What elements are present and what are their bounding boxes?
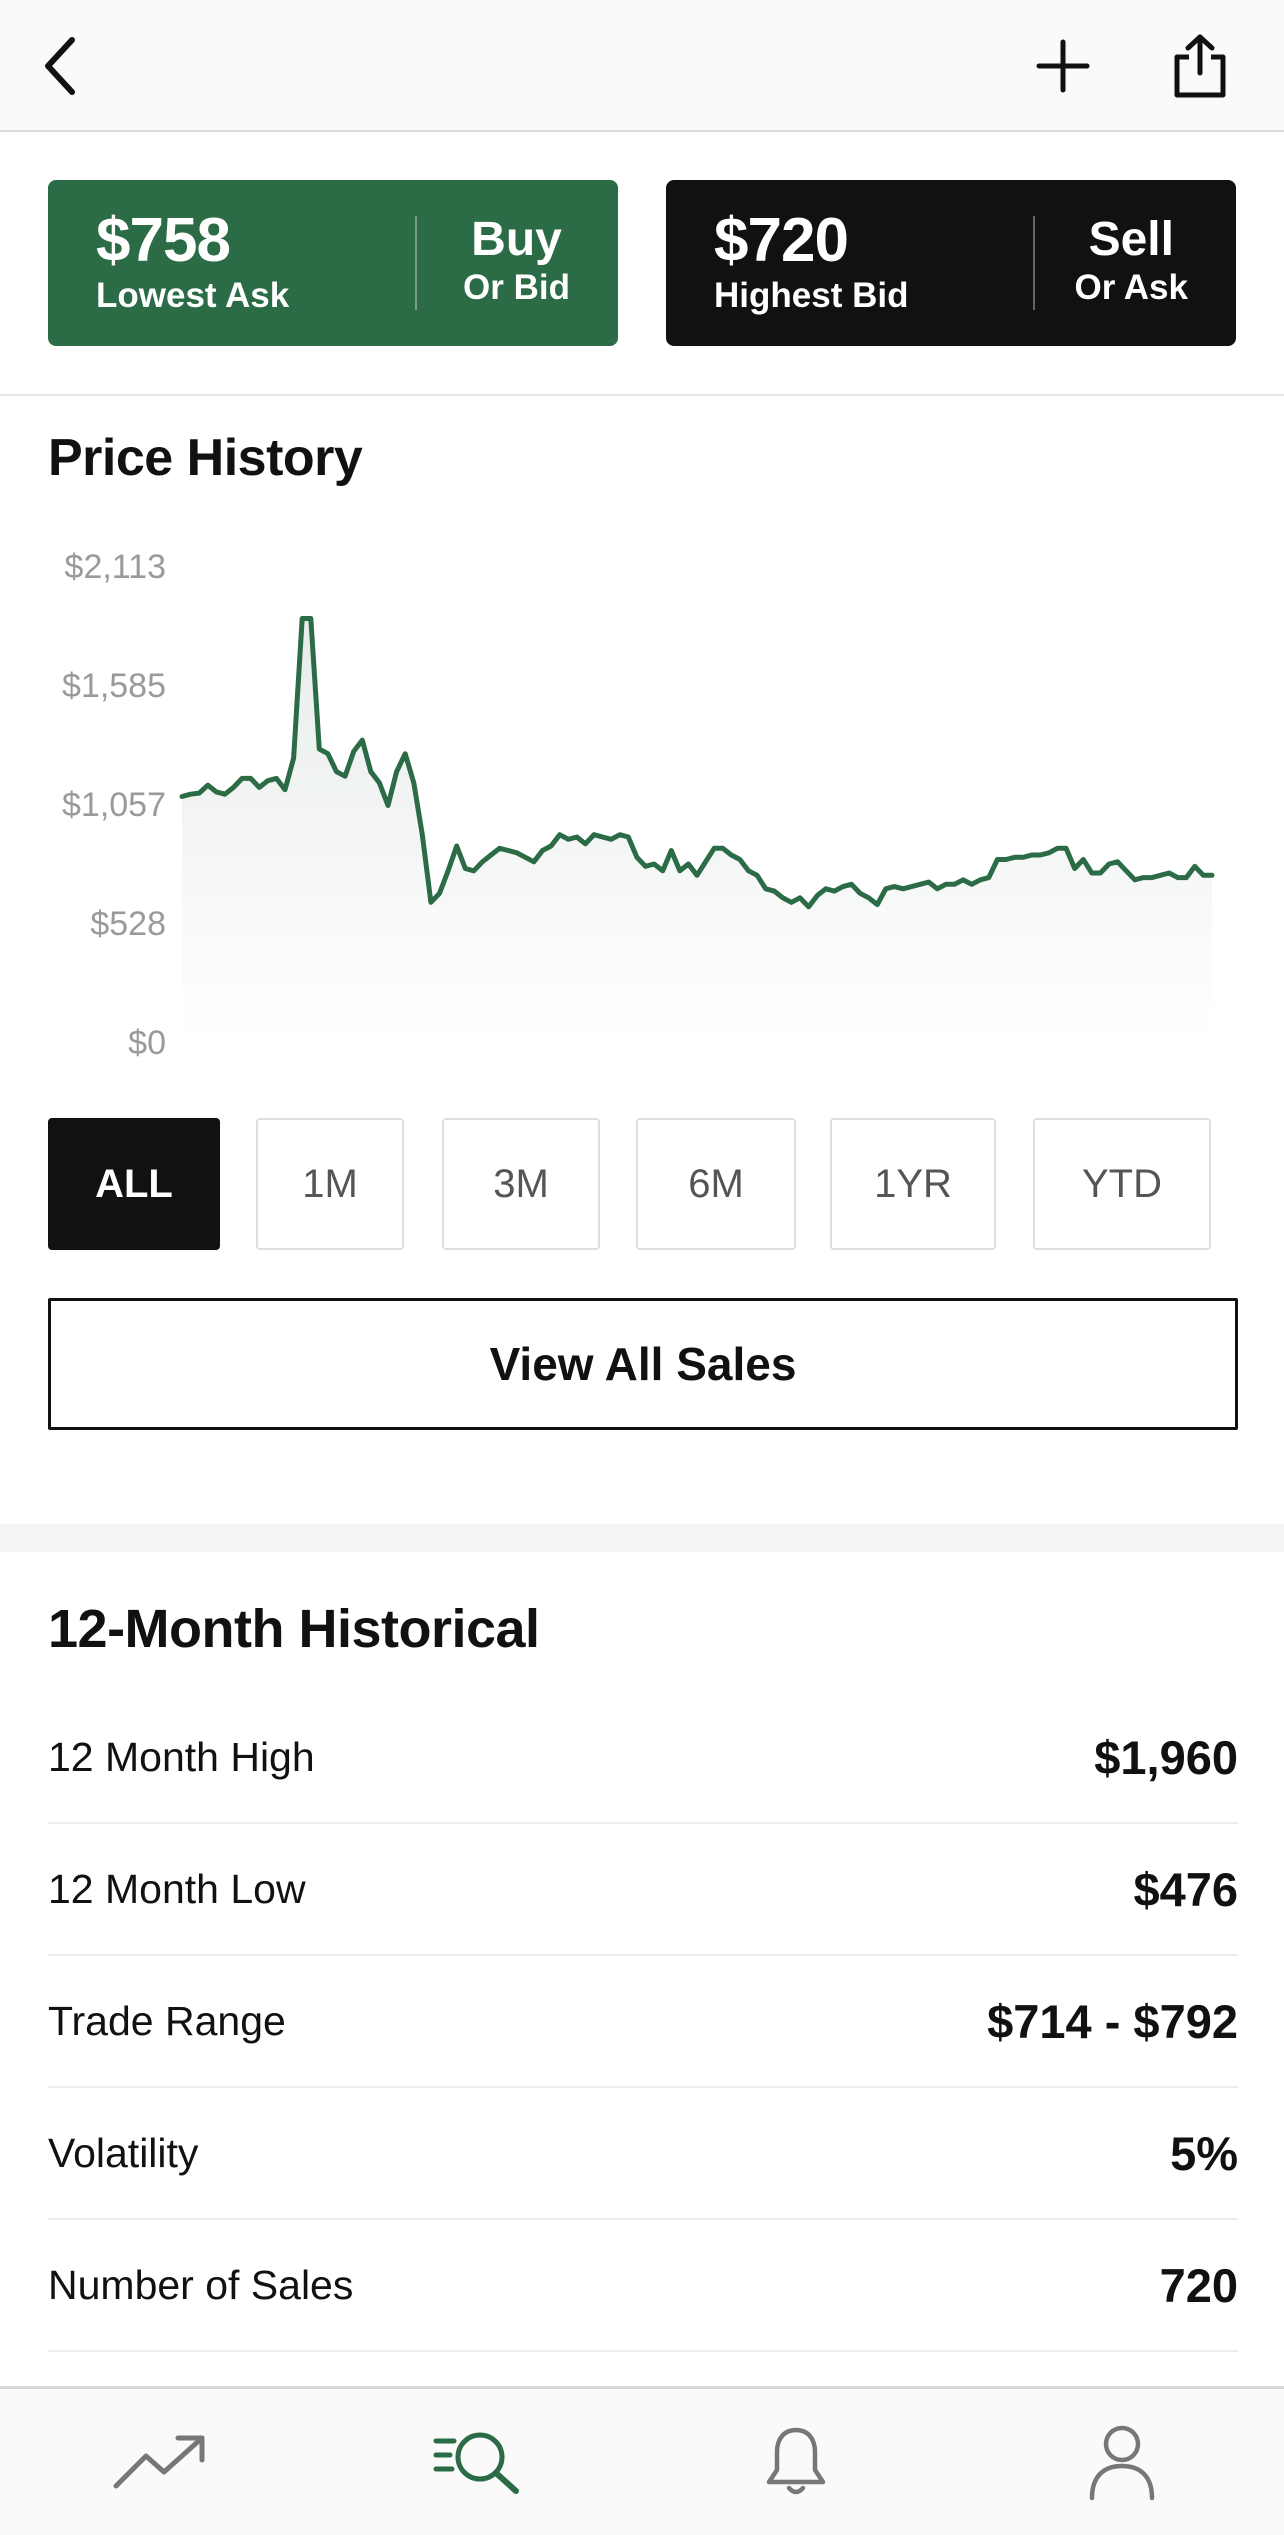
or-bid-label: Or Bid — [463, 268, 570, 307]
hist-label: 12 Month High — [48, 1733, 315, 1780]
lowest-ask-block: $758 Lowest Ask — [96, 206, 289, 316]
highest-bid-label: Highest Bid — [714, 276, 909, 315]
plus-icon — [1036, 39, 1090, 93]
top-nav-bar — [0, 0, 1284, 132]
lowest-ask-label: Lowest Ask — [96, 276, 290, 315]
tab-trending[interactable] — [100, 2407, 220, 2517]
y-tick-label: $1,057 — [62, 786, 166, 824]
divider — [415, 216, 417, 310]
hist-label: Volatility — [48, 2129, 199, 2176]
price-area — [182, 618, 1212, 1038]
sell-action-block: Sell Or Ask — [1075, 212, 1188, 308]
hist-label: 12 Month Low — [48, 1865, 306, 1912]
tab-profile[interactable] — [1062, 2407, 1182, 2517]
hist-row-trade-range: Trade Range $714 - $792 — [48, 1956, 1238, 2088]
hist-row-number-of-sales: Number of Sales 720 — [48, 2220, 1238, 2352]
hist-value: 720 — [1159, 2258, 1238, 2312]
back-button[interactable] — [28, 28, 92, 104]
y-tick-label: $1,585 — [62, 667, 166, 705]
price-history-chart: $2,113 $1,585 $1,057 $528 $0 — [0, 530, 1284, 1070]
y-tick-label: $528 — [90, 905, 166, 943]
sell-label: Sell — [1088, 213, 1174, 266]
hist-label: Number of Sales — [48, 2261, 354, 2308]
time-range-selector: ALL 1M 3M 6M 1YR YTD — [48, 1118, 1238, 1250]
hist-value: $714 - $792 — [987, 1994, 1238, 2048]
view-all-sales-button[interactable]: View All Sales — [48, 1298, 1238, 1430]
hist-row-12-month-high: 12 Month High $1,960 — [48, 1692, 1238, 1824]
divider — [1033, 216, 1035, 310]
price-history-chart-svg: $2,113 $1,585 $1,057 $528 $0 — [62, 548, 1215, 1062]
hist-value: $476 — [1133, 1862, 1238, 1916]
highest-bid-block: $720 Highest Bid — [714, 206, 908, 316]
chevron-left-icon — [45, 37, 75, 95]
add-button[interactable] — [1028, 28, 1098, 104]
hist-row-volatility: Volatility 5% — [48, 2088, 1238, 2220]
tab-search[interactable] — [420, 2407, 540, 2517]
lowest-ask-price: $758 — [96, 206, 231, 275]
profile-icon — [1089, 2425, 1155, 2501]
range-3m-button[interactable]: 3M — [442, 1118, 600, 1250]
section-separator — [0, 1524, 1284, 1552]
share-icon — [1174, 34, 1226, 98]
buy-label: Buy — [471, 213, 562, 266]
range-all-button[interactable]: ALL — [48, 1118, 220, 1250]
sell-button[interactable]: $720 Highest Bid Sell Or Ask — [666, 180, 1236, 346]
highest-bid-price: $720 — [714, 206, 849, 275]
buy-button[interactable]: $758 Lowest Ask Buy Or Bid — [48, 180, 618, 346]
buy-action-block: Buy Or Bid — [463, 212, 570, 308]
historical-title: 12-Month Historical — [48, 1598, 540, 1660]
price-history-title: Price History — [48, 429, 363, 487]
tab-notifications[interactable] — [736, 2407, 856, 2517]
hist-value: $1,960 — [1094, 1730, 1238, 1784]
range-1m-button[interactable]: 1M — [256, 1118, 404, 1250]
range-6m-button[interactable]: 6M — [636, 1118, 796, 1250]
historical-title-text: 12-Month Historical — [48, 1599, 540, 1659]
range-1yr-button[interactable]: 1YR — [830, 1118, 996, 1250]
y-tick-label: $0 — [128, 1024, 166, 1062]
range-ytd-button[interactable]: YTD — [1033, 1118, 1211, 1250]
bell-icon — [766, 2427, 826, 2495]
y-tick-label: $2,113 — [65, 548, 166, 586]
search-icon — [433, 2432, 519, 2494]
hist-label: Trade Range — [48, 1997, 286, 2044]
price-line — [179, 616, 1215, 910]
or-ask-label: Or Ask — [1074, 268, 1188, 307]
offer-section: $758 Lowest Ask Buy Or Bid $720 Highest … — [0, 132, 1284, 396]
share-button[interactable] — [1162, 28, 1238, 104]
hist-value: 5% — [1170, 2126, 1238, 2180]
trending-up-icon — [113, 2435, 205, 2489]
hist-row-12-month-low: 12 Month Low $476 — [48, 1824, 1238, 1956]
bottom-tab-bar — [0, 2386, 1284, 2535]
